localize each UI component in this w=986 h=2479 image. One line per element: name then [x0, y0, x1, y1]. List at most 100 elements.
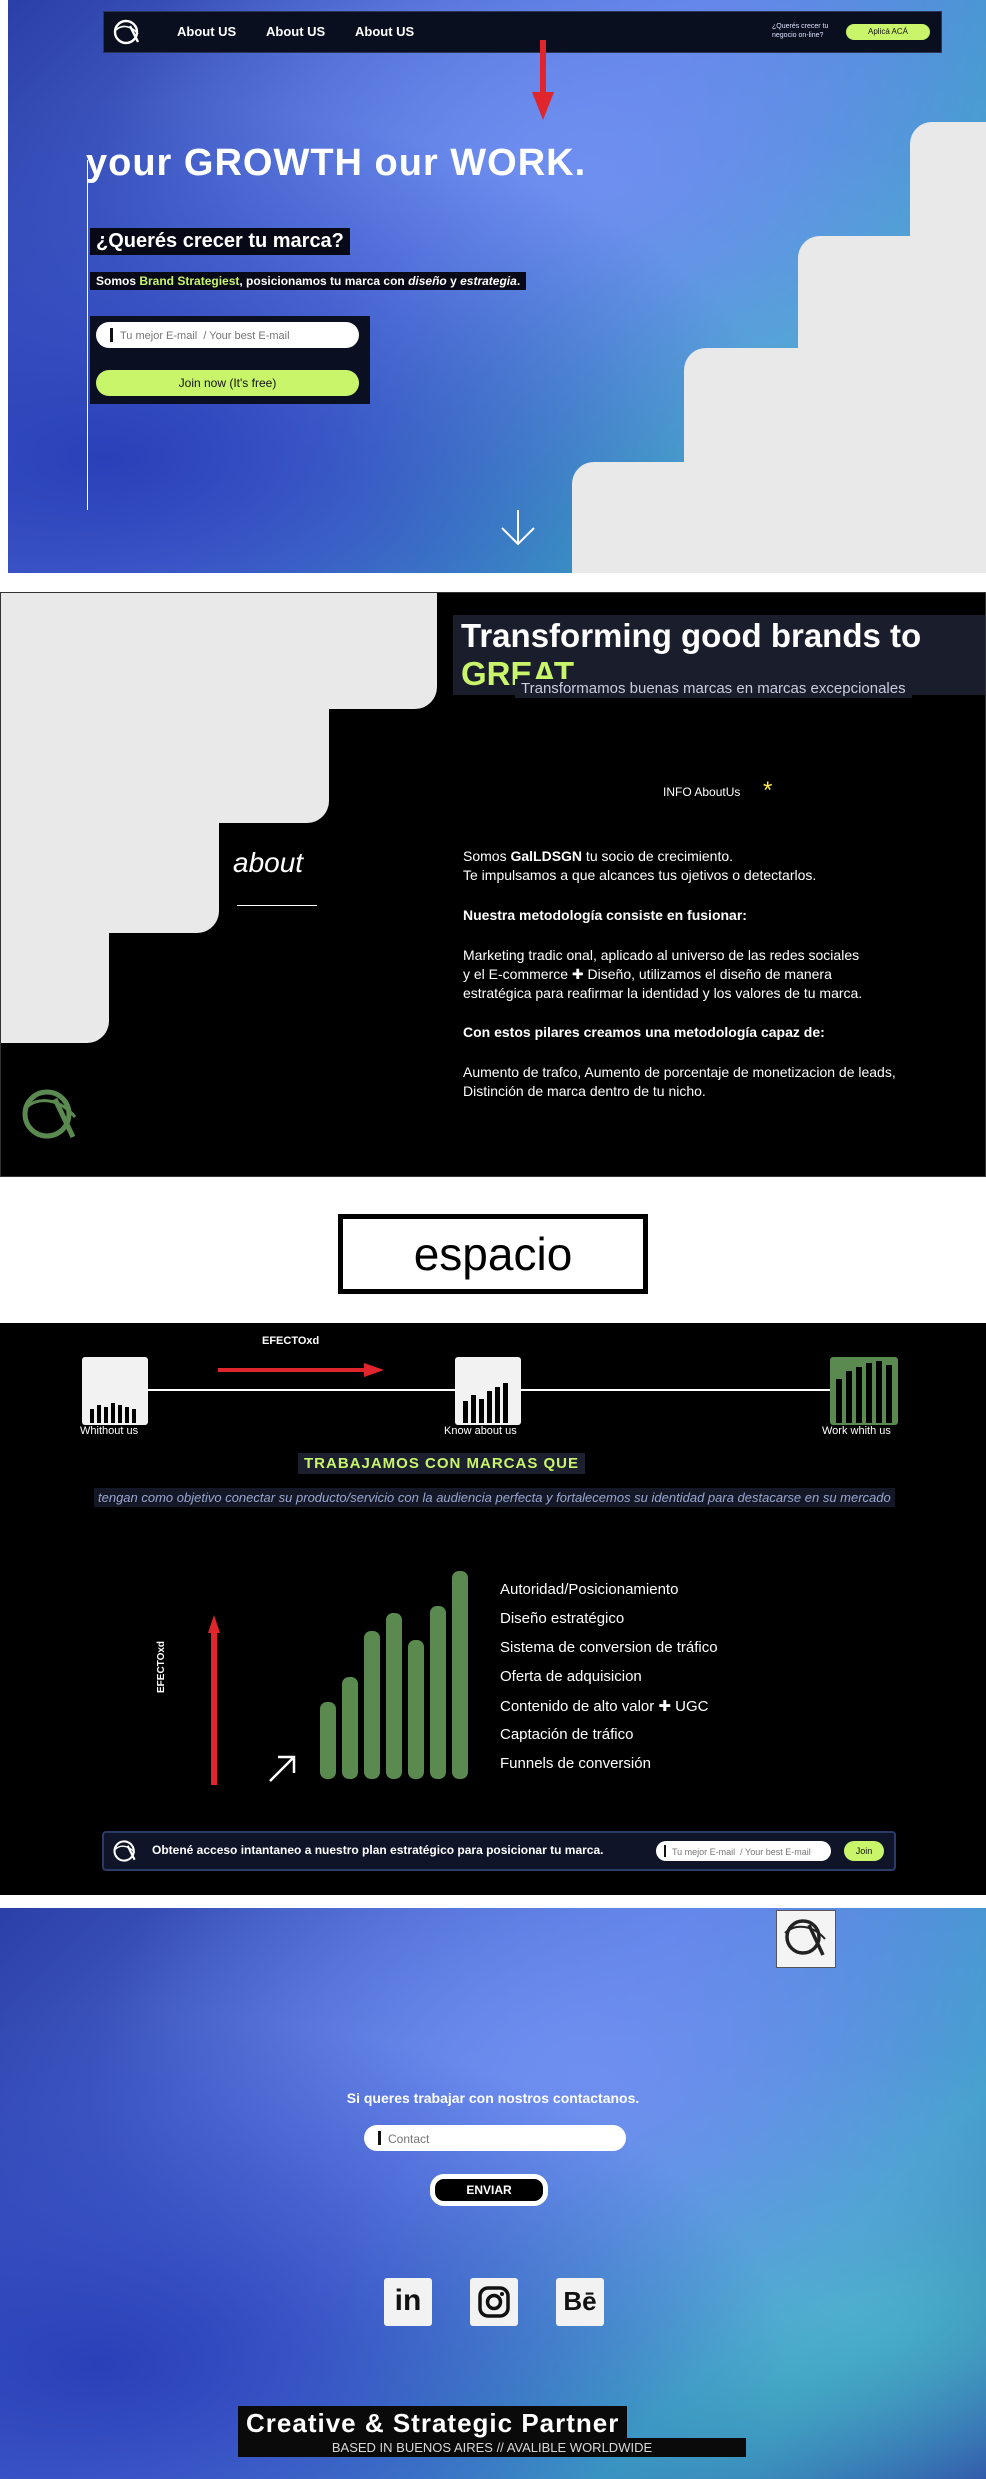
about-p1-post: tu socio de crecimiento. [582, 848, 734, 864]
desc-mid: , posicionamos tu marca con [239, 274, 409, 288]
about-section: Transforming good brands to GREAT Transf… [0, 592, 986, 1177]
benefit-item: Sistema de conversion de tráfico [500, 1639, 718, 1656]
location-line: BASED IN BUENOS AIRES // AVALIBLE WORLDW… [238, 2438, 746, 2457]
stair-step-1 [572, 462, 986, 573]
plan-email-field[interactable] [656, 1841, 831, 1861]
stage-label-without: Whithout us [80, 1425, 139, 1437]
star-icon: * [763, 777, 773, 804]
linkedin-link[interactable]: in [384, 2278, 432, 2326]
join-button[interactable]: Join now (It's free) [96, 370, 359, 396]
linkedin-icon: in [394, 2284, 422, 2317]
text-caret [664, 1845, 666, 1857]
contact-field[interactable] [364, 2125, 626, 2151]
stair-step-2 [684, 348, 986, 478]
stage-label-work: Work whith us [822, 1425, 891, 1437]
red-up-arrow-icon [208, 1615, 220, 1785]
behance-icon: Bē [563, 2286, 597, 2316]
desc-and: y [446, 274, 461, 288]
nav-link-about-2[interactable]: About US [266, 24, 326, 39]
benefit-item: Funnels de conversión [500, 1755, 651, 1772]
stair-step-3 [798, 236, 986, 366]
corner-logo[interactable] [776, 1910, 836, 1968]
nav-link-about-3[interactable]: About US [355, 24, 415, 39]
tagline: Creative & Strategic Partner [238, 2406, 628, 2441]
about-p7: Distinción de marca dentro de tu nicho. [463, 1083, 706, 1099]
about-p6: Aumento de trafco, Aumento de porcentaje… [463, 1064, 896, 1080]
email-field[interactable] [96, 322, 359, 348]
plan-cta-bar: Obtené acceso intantaneo a nuestro plan … [102, 1831, 896, 1871]
growth-bar [408, 1640, 424, 1779]
benefit-item: Captación de tráfico [500, 1726, 634, 1743]
plan-join-button[interactable]: Join [844, 1841, 884, 1861]
about-heading: about [233, 847, 304, 878]
instagram-icon [478, 2286, 510, 2318]
growth-bar [342, 1677, 358, 1779]
navbar: About US About US About US ¿Querés crece… [103, 11, 942, 53]
about-p5: estratégica para reafirmar la identidad … [463, 985, 863, 1001]
desc-highlight: Brand Strategiest [139, 274, 240, 288]
contact-heading: Si queres trabajar con nostros contactan… [346, 2090, 640, 2106]
stage-label-know: Know about us [444, 1425, 517, 1437]
hero-description: Somos Brand Strategiest, posicionamos tu… [90, 272, 527, 290]
text-caret [378, 2131, 381, 2145]
about-underline [237, 905, 317, 906]
hero-section: About US About US About US ¿Querés crece… [8, 0, 986, 573]
brand-logo-icon [784, 1919, 826, 1956]
benefit-item: Contenido de alto valor ✚ UGC [500, 1698, 709, 1715]
instagram-link[interactable] [470, 2278, 518, 2326]
send-button[interactable]: ENVIAR [430, 2174, 548, 2206]
about-p1: Somos GalLDSGN tu socio de crecimiento. [463, 847, 733, 866]
contact-input[interactable] [386, 2129, 620, 2149]
about-stair-3 [1, 803, 219, 933]
plan-email-input[interactable] [670, 1843, 824, 1861]
benefit-item: Diseño estratégico [500, 1610, 625, 1627]
stage-bars [90, 1361, 892, 1423]
nav-link-about-1[interactable]: About US [177, 24, 237, 39]
growth-bar [320, 1702, 336, 1779]
growth-bar [430, 1606, 446, 1779]
text-caret [110, 328, 113, 342]
red-down-arrow-icon [532, 40, 554, 120]
about-stair-1 [1, 593, 437, 709]
about-brand: GalLDSGN [510, 848, 583, 864]
brand-logo-icon[interactable] [110, 16, 144, 48]
efecto-label-top: EFECTOxd [262, 1335, 320, 1347]
growth-bar [452, 1571, 468, 1779]
contact-section: Si queres trabajar con nostros contactan… [0, 1908, 986, 2479]
plan-cta-text: Obtené acceso intantaneo a nuestro plan … [152, 1843, 604, 1857]
desc-em-1: diseño [408, 274, 447, 288]
about-stair-2 [1, 693, 329, 823]
about-p3: Marketing tradic onal, aplicado al unive… [463, 947, 860, 963]
about-p1-pre: Somos [463, 848, 511, 864]
about-p2: Te impulsamos a que alcances tus ojetivo… [463, 867, 817, 883]
trabajamos-heading: TRABAJAMOS CON MARCAS QUE [298, 1453, 586, 1474]
growth-bar [364, 1631, 380, 1779]
hero-signup-form: Join now (It's free) [90, 316, 370, 404]
trabajamos-subheading: tengan como objetivo conectar su product… [94, 1488, 895, 1507]
about-heading-methodology: Nuestra metodología consiste en fusionar… [463, 907, 747, 923]
diagonal-up-arrow-icon [269, 1755, 296, 1782]
benefit-item: Oferta de adquisicion [500, 1668, 642, 1685]
about-p4: y el E-commerce ✚ Diseño, utilizamos el … [463, 966, 832, 982]
growth-bar-chart [320, 1571, 468, 1779]
behance-link[interactable]: Bē [556, 2278, 604, 2326]
info-label: INFO AboutUs [663, 785, 741, 799]
hero-subtitle: ¿Querés crecer tu marca? [90, 228, 350, 255]
effect-section: EFECTOxd Whithout us Know about us Work … [0, 1323, 986, 1895]
brand-logo-icon [113, 1840, 136, 1862]
about-heading-pillars: Con estos pilares creamos una metodologí… [463, 1024, 825, 1040]
scroll-down-arrow-icon[interactable] [498, 508, 538, 548]
nav-cta-button[interactable]: Aplicá ACÁ [846, 24, 930, 40]
hero-title: your GROWTH our WORK. [86, 142, 587, 184]
email-input[interactable] [118, 325, 357, 347]
about-stair-4 [1, 913, 109, 1043]
stair-step-4 [910, 122, 986, 252]
espacio-box: espacio [338, 1214, 648, 1294]
red-right-arrow-icon [218, 1363, 384, 1377]
growth-bar [386, 1613, 402, 1779]
desc-pre: Somos [96, 274, 140, 288]
brand-logo-icon [22, 1089, 77, 1139]
desc-em-2: estrategia [460, 274, 517, 288]
benefit-item: Autoridad/Posicionamiento [500, 1581, 679, 1598]
great-title-pre: Transforming good brands to [461, 617, 922, 654]
